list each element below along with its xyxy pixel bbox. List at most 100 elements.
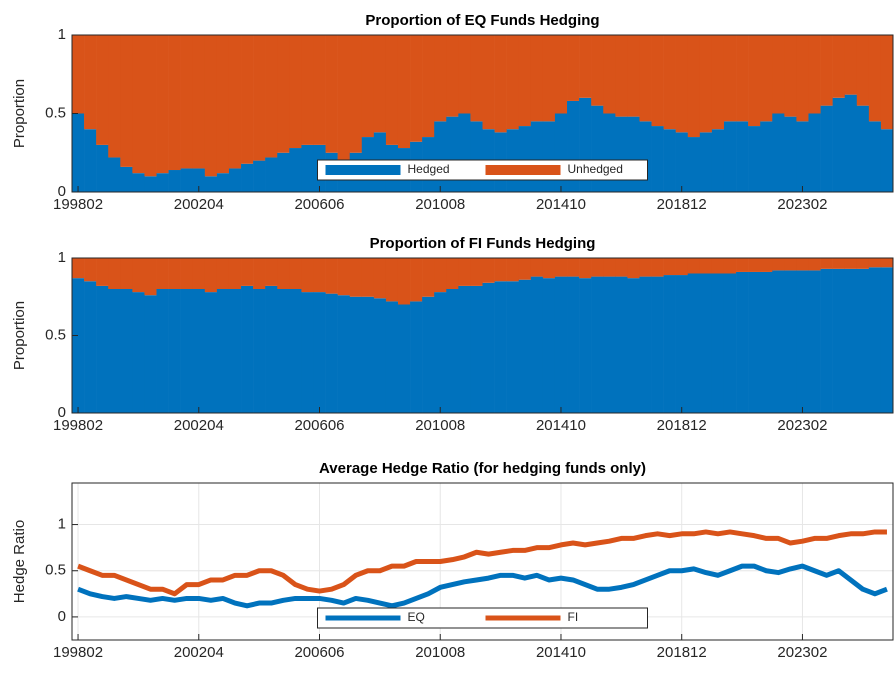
y-axis-label: Hedge Ratio [11,520,28,603]
bar-segment [880,129,894,192]
bar-segment [808,35,821,114]
bar-segment [530,121,544,192]
bar-segment [144,295,157,413]
x-tick-label: 201008 [415,417,465,434]
bar-segment [180,168,194,192]
bar-segment [880,258,894,268]
bar-segment [772,258,785,271]
legend-swatch [485,165,561,175]
bar-segment [301,258,314,293]
bar-segment [808,113,821,192]
bar-segment [168,35,181,171]
bar-segment [313,258,326,293]
bar-segment [216,258,230,289]
bar-segment [84,281,97,413]
bar-segment [844,258,858,269]
x-tick-label: 199802 [53,196,103,213]
bar-segment [313,292,326,413]
bar-segment [313,35,326,145]
bar-segment [772,113,785,192]
x-tick-label: 201410 [536,417,586,434]
x-tick-label: 200606 [294,196,344,213]
bar-segment [289,35,302,149]
bar-segment [361,258,375,297]
bar-segment [711,258,725,274]
bar-segment [784,270,797,413]
bar-segment [373,35,387,133]
bar-segment [554,276,568,413]
bar-segment [711,129,725,192]
bar-segment [796,258,809,271]
bar-segment [470,285,483,413]
legend-label: EQ [408,610,425,624]
bar-segment [180,289,194,413]
bar-segment [554,35,568,114]
bar-segment [180,258,194,289]
bar-segment [422,35,435,138]
bar-segment [446,289,459,413]
bar-segment [410,258,423,302]
bar-segment [349,258,363,297]
bar-segment [156,289,169,413]
y-axis-label: Proportion [11,79,28,148]
x-tick-label: 201410 [536,644,586,661]
bar-segment [289,148,302,192]
y-tick-label: 0 [58,608,66,625]
bar-segment [699,258,713,274]
bar-segment [385,35,399,145]
bar-segment [772,270,785,413]
bar-segment [663,35,676,130]
bar-segment [736,35,749,122]
bar-segment [530,276,544,413]
bar-segment [349,35,363,153]
bar-segment [265,35,278,158]
bar-segment [651,276,664,413]
bar-segment [289,289,302,413]
y-tick-label: 0.5 [45,326,66,343]
bar-segment [84,35,97,130]
bar-segment [736,121,749,192]
bar-segment [192,35,206,169]
bar-segment [820,268,833,413]
bar-segment [144,258,157,296]
bar-segment [253,160,266,192]
bar-segment [277,289,290,413]
bar-segment [120,258,133,289]
bar-segment [410,35,423,142]
bar-segment [832,97,846,192]
bar-segment [96,144,109,192]
bar-segment [603,276,616,413]
bar-segment [603,258,616,277]
axes-box [71,482,894,641]
chart-title: Average Hedge Ratio (for hedging funds o… [319,460,646,477]
bar-segment [458,258,471,286]
y-tick-label: 0 [58,183,66,200]
x-tick-label: 200606 [294,417,344,434]
bar-segment [72,278,85,413]
bar-segment [820,35,833,106]
chart-title: Proportion of EQ Funds Hedging [365,12,599,29]
legend: Hedged Unhedged [317,159,648,181]
bar-segment [760,121,773,192]
bar-segment [542,278,556,413]
bar-segment [241,258,254,286]
bar-segment [760,271,773,413]
bar-segment [482,282,495,413]
bar-segment [108,157,121,192]
bar-segment [72,258,85,279]
bar-segment [446,116,459,192]
bar-segment [663,258,676,276]
bar-segment [168,170,181,192]
bar-segment [808,270,821,413]
y-tick-label: 1 [58,516,66,533]
bar-segment [241,285,254,413]
bar-segment [337,258,350,296]
bar-segment [361,296,375,413]
bar-segment [699,132,713,192]
bar-segment [615,35,628,117]
bar-segment [422,258,435,297]
bar-segment [108,289,121,413]
bar-segment [675,258,689,276]
bar-segment [397,258,411,305]
bar-segment [180,35,194,169]
